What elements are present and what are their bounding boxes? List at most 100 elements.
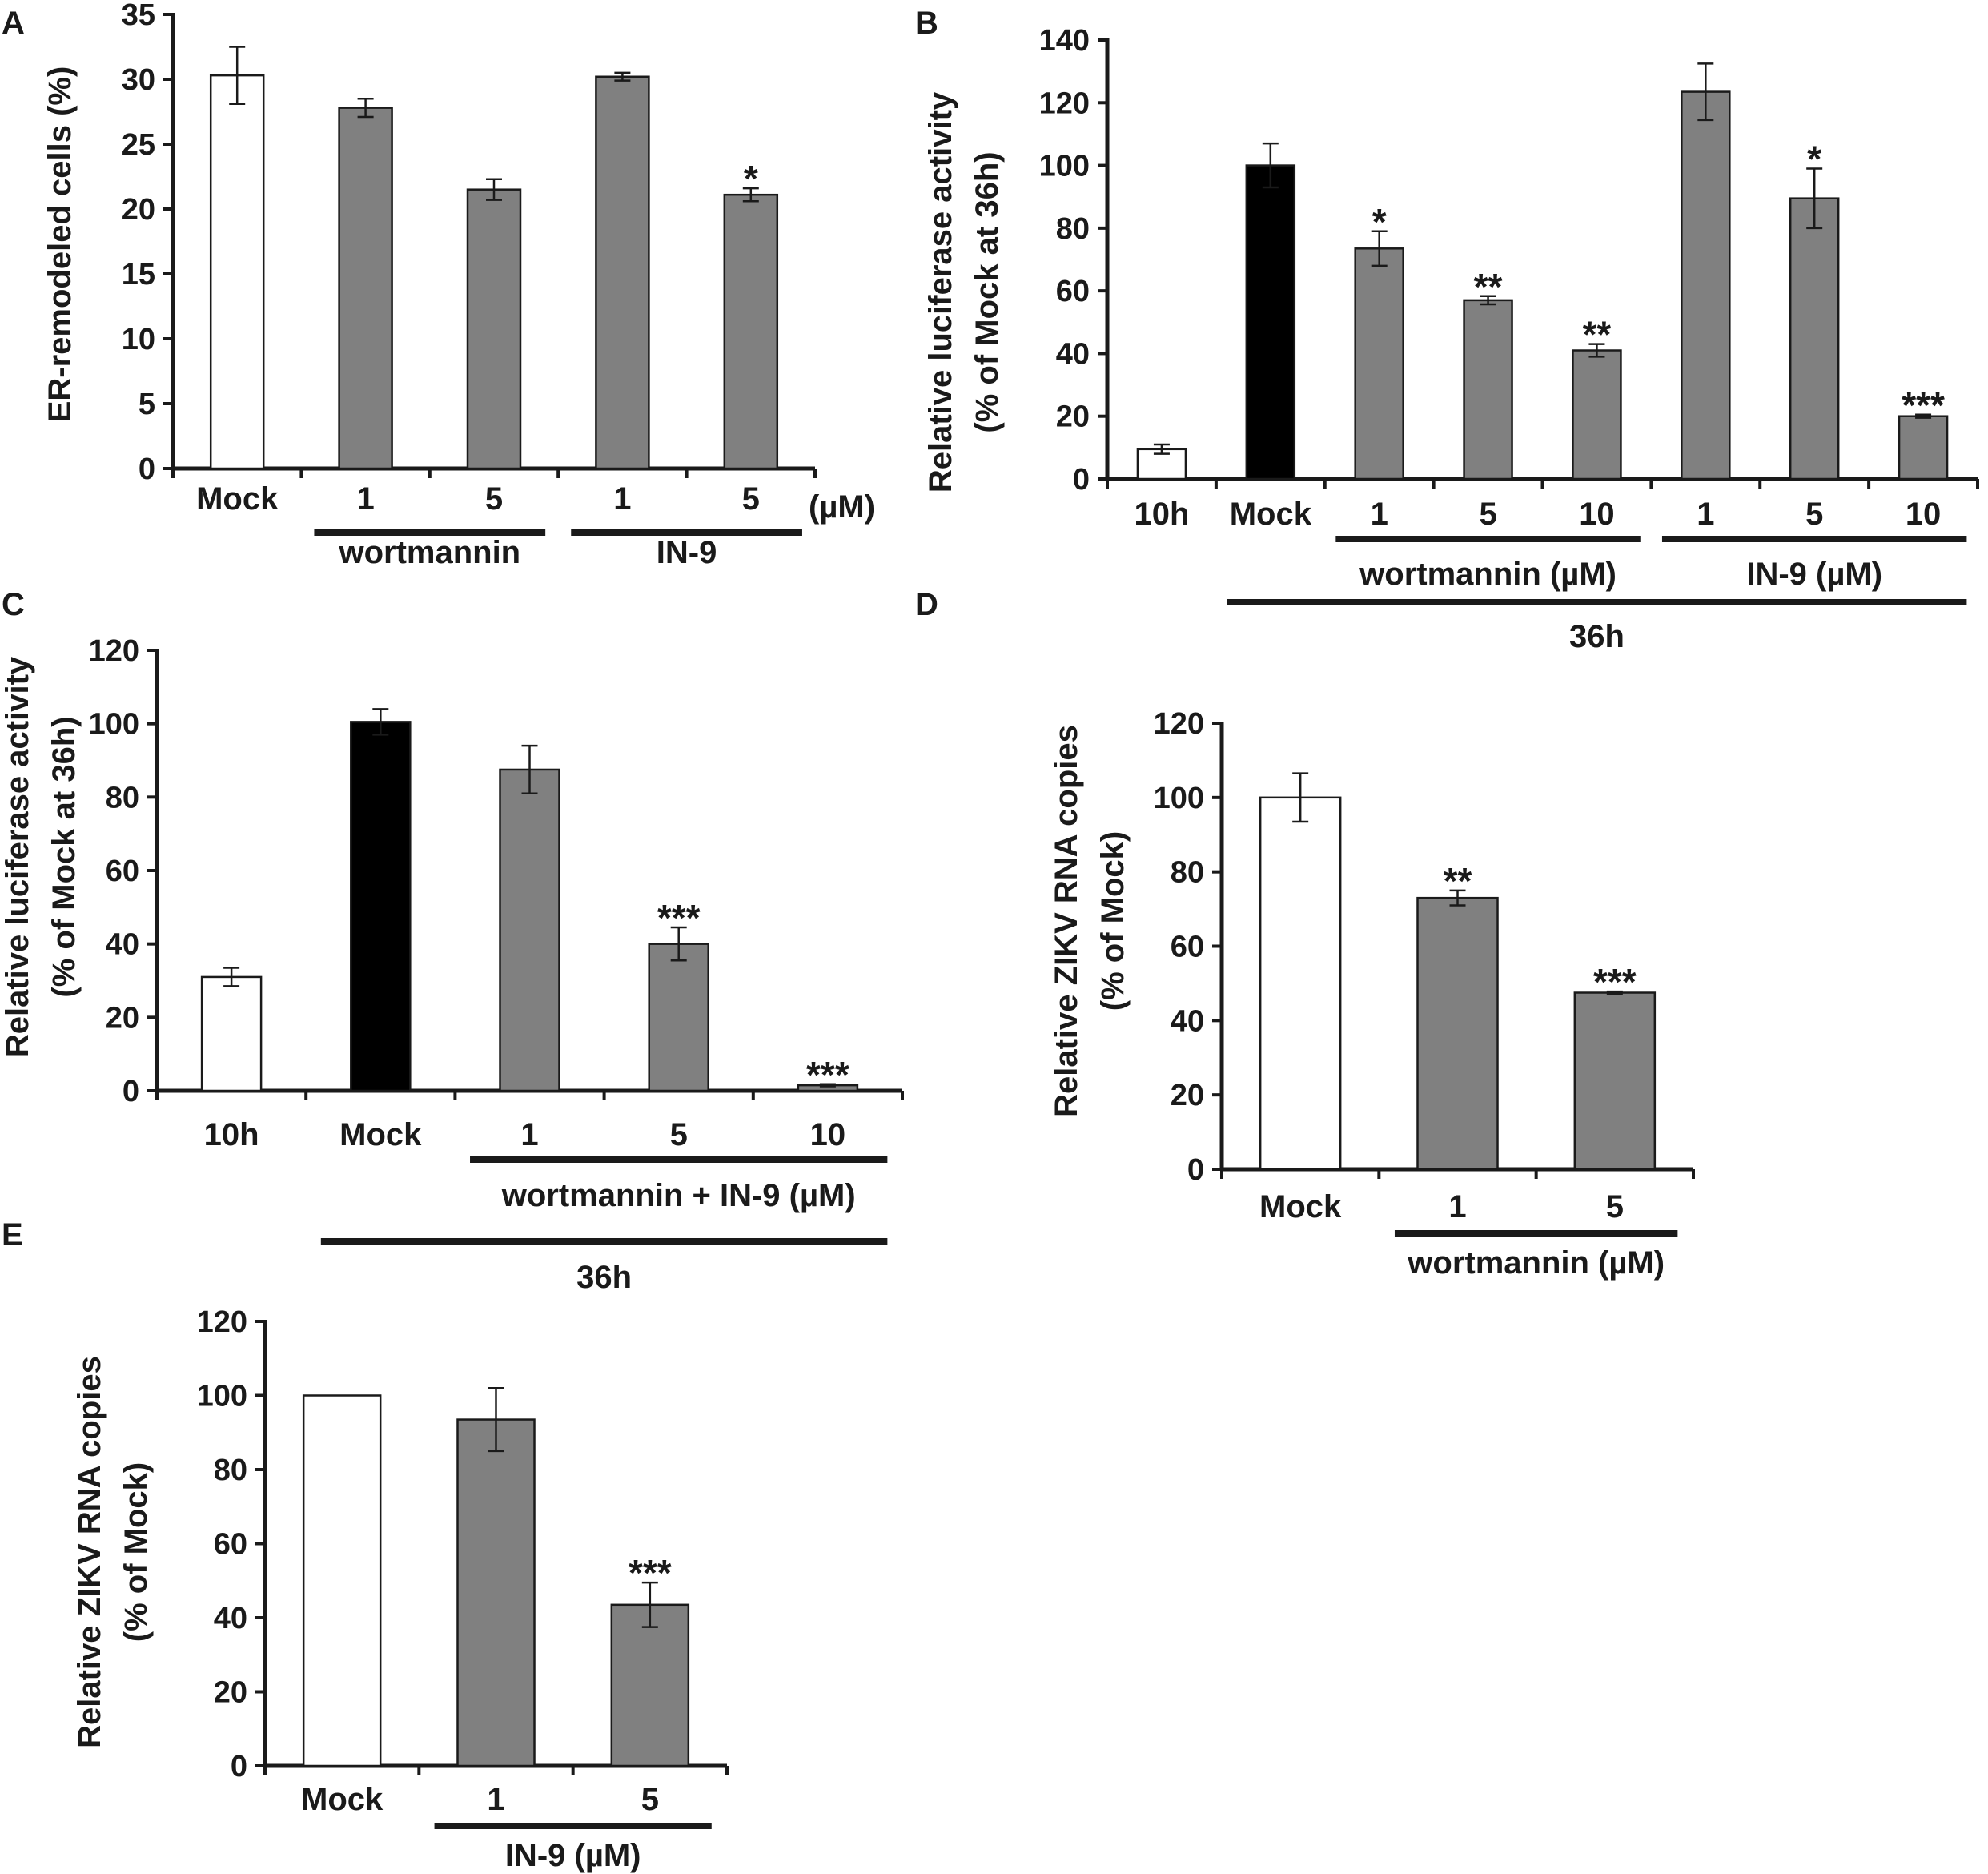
y-tick-label: 30: [122, 63, 155, 97]
y-axis-label-line: Relative ZIKV RNA copies: [72, 1356, 107, 1748]
group-label: wortmannin (µM): [1407, 1245, 1665, 1281]
bar: [1245, 164, 1296, 481]
y-tick-label: 25: [122, 128, 155, 162]
significance-label: ***: [629, 1552, 672, 1594]
y-tick-label: 0: [139, 452, 155, 486]
y-tick-label: 60: [1056, 275, 1090, 308]
panel-letter: C: [2, 587, 25, 622]
y-axis-label-line: (% of Mock): [118, 1462, 154, 1642]
x-category-label: 5: [1606, 1189, 1624, 1225]
y-tick-label: 80: [1171, 856, 1204, 890]
y-tick-label: 20: [122, 193, 155, 227]
y-tick-label: 60: [214, 1528, 247, 1562]
x-category-label: Mock: [1230, 497, 1312, 532]
bar: [723, 193, 779, 470]
error-bar: [1697, 62, 1714, 122]
x-category-label: 1: [356, 481, 374, 517]
panel-a: A ER-remodeled cells (%) (µM) 0510152025…: [2, 0, 875, 570]
significance-label: ***: [1593, 961, 1637, 1003]
y-tick-label: 0: [231, 1750, 247, 1784]
panel-b: B Relative luciferase activity (% of Mock…: [915, 6, 1979, 654]
y-axis-label: Relative luciferase activity (% of Mock a…: [923, 91, 1005, 493]
y-tick-label: 40: [106, 928, 139, 962]
unit-label: (µM): [809, 489, 875, 525]
bar: [1898, 415, 1949, 481]
significance-label: *: [1372, 201, 1387, 243]
x-category-label: 5: [1479, 497, 1496, 532]
error-bar: [1480, 295, 1496, 306]
x-category-label: 10h: [1134, 497, 1189, 532]
x-category-label: 10h: [204, 1117, 259, 1152]
error-bar: [819, 1083, 836, 1088]
error-bar: [1371, 230, 1388, 267]
panel-letter: D: [915, 587, 938, 622]
y-tick-label: 20: [1056, 400, 1090, 434]
y-tick-label: 100: [1154, 782, 1204, 815]
bar: [456, 1418, 536, 1767]
y-axis-label-line: (% of Mock at 36h): [970, 151, 1005, 432]
x-category-label: 5: [641, 1782, 659, 1817]
x-category-label: 10: [1579, 497, 1615, 532]
y-tick-label: 35: [122, 0, 155, 32]
bar: [466, 188, 522, 470]
error-bar: [1449, 889, 1466, 907]
panel-letter: E: [2, 1217, 23, 1253]
y-axis-label-line: ER-remodeled cells (%): [42, 66, 78, 423]
y-tick-label: 5: [139, 388, 155, 421]
error-bar: [614, 71, 631, 82]
bar: [595, 75, 650, 470]
panel-e: E Relative ZIKV RNA copies (% of Mock) 0 2…: [2, 1217, 729, 1873]
x-category-label: Mock: [339, 1117, 422, 1152]
significance-label: **: [1583, 314, 1612, 356]
y-axis-label-line: Relative ZIKV RNA copies: [1049, 725, 1084, 1117]
panel-letter: A: [2, 6, 25, 41]
y-tick-label: 100: [89, 708, 139, 742]
x-category-label: 1: [487, 1782, 504, 1817]
significance-label: *: [1807, 138, 1821, 179]
x-category-label: Mock: [196, 481, 279, 517]
error-bar: [1262, 142, 1279, 189]
y-tick-label: 100: [197, 1380, 247, 1414]
significance-label: **: [1444, 860, 1472, 902]
bar: [499, 768, 560, 1092]
bar: [302, 1394, 382, 1767]
x-category-label: 5: [742, 481, 760, 517]
y-tick-label: 60: [106, 855, 139, 888]
y-tick-label: 20: [106, 1001, 139, 1035]
significance-label: *: [744, 158, 758, 199]
group-label: wortmannin: [338, 535, 520, 570]
error-bar: [1806, 167, 1823, 230]
y-tick-label: 120: [89, 634, 139, 668]
error-bar: [486, 178, 502, 201]
bar: [350, 721, 412, 1092]
bar: [1572, 349, 1622, 481]
bar: [1463, 299, 1513, 481]
group-label: IN-9 (µM): [1746, 557, 1882, 592]
y-axis-label-line: (% of Mock): [1095, 831, 1131, 1011]
y-tick-label: 40: [1171, 1004, 1204, 1038]
y-tick-label: 100: [1039, 150, 1090, 183]
error-bar: [357, 98, 374, 119]
y-tick-label: 0: [122, 1075, 139, 1108]
error-bar: [1153, 443, 1170, 455]
y-tick-label: 10: [122, 323, 155, 356]
error-bar: [1588, 343, 1605, 358]
group-label: IN-9 (µM): [505, 1838, 641, 1873]
y-tick-label: 40: [1056, 337, 1090, 371]
bar: [209, 74, 265, 470]
significance-label: **: [1474, 266, 1503, 308]
panel-letter: B: [915, 6, 938, 41]
y-tick-label: 80: [214, 1454, 247, 1487]
bar: [1681, 90, 1731, 481]
y-tick-label: 120: [1039, 86, 1090, 120]
y-tick-label: 0: [1187, 1153, 1204, 1187]
error-bar: [1606, 990, 1623, 995]
x-category-label: 1: [520, 1117, 538, 1152]
significance-label: ***: [1902, 384, 1945, 426]
y-tick-label: 20: [214, 1676, 247, 1710]
x-category-label: 1: [1448, 1189, 1466, 1225]
group-label: 36h: [576, 1260, 632, 1295]
group-label: 36h: [1569, 619, 1625, 654]
group-label: IN-9: [657, 535, 717, 570]
significance-label: ***: [806, 1054, 849, 1096]
